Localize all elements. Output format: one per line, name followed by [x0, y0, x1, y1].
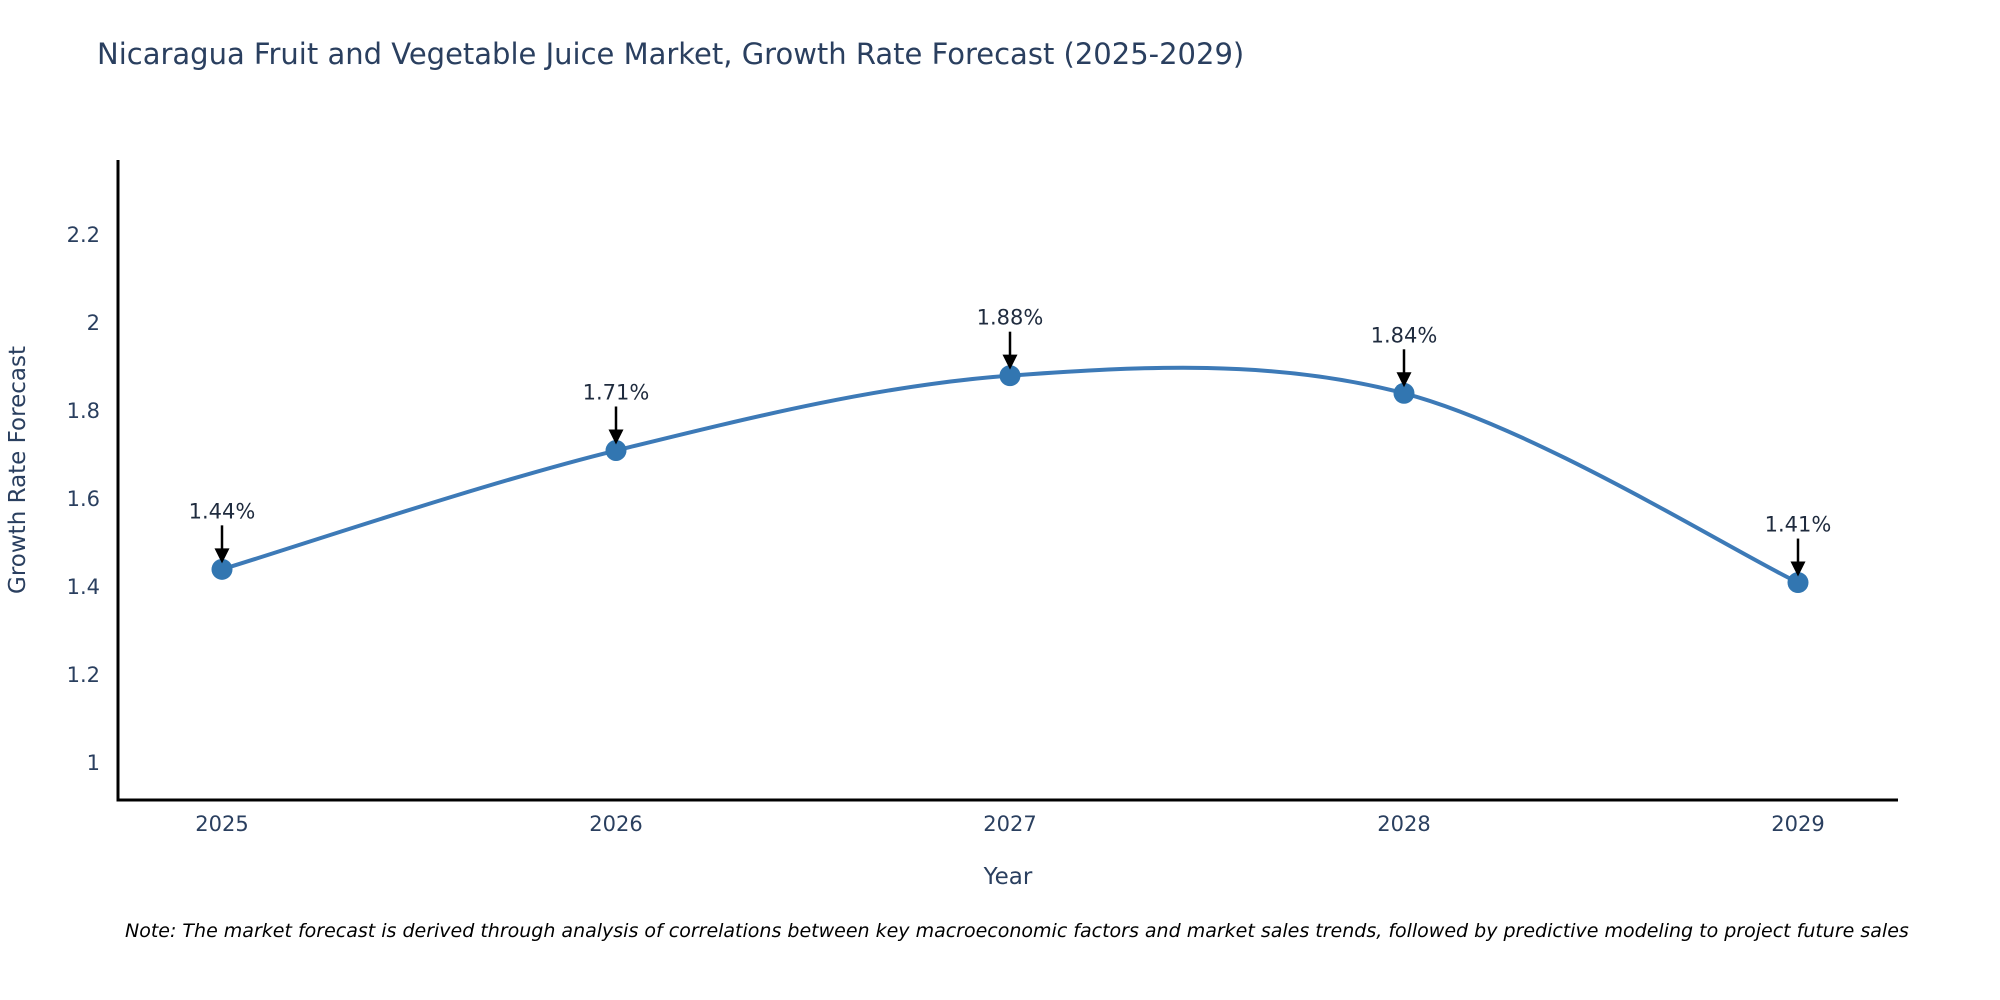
annotation-arrowhead-icon	[1002, 354, 1018, 370]
x-tick-label: 2025	[195, 812, 248, 836]
y-tick-label: 1.4	[67, 575, 100, 599]
data-point-marker[interactable]	[211, 558, 233, 580]
x-tick-label: 2027	[983, 812, 1036, 836]
point-annotation: 1.84%	[1371, 323, 1438, 347]
point-annotation: 1.71%	[583, 381, 650, 405]
y-tick-label: 1.2	[67, 663, 100, 687]
x-tick-label: 2026	[589, 812, 642, 836]
y-tick-label: 2.2	[67, 223, 100, 247]
point-annotation: 1.44%	[189, 499, 256, 523]
x-axis-title: Year	[983, 864, 1033, 890]
y-tick-label: 1	[87, 751, 100, 775]
y-tick-label: 2	[87, 311, 100, 335]
data-point-marker[interactable]	[999, 365, 1021, 387]
chart-title: Nicaragua Fruit and Vegetable Juice Mark…	[97, 37, 1245, 71]
annotation-arrowhead-icon	[1396, 372, 1412, 388]
x-tick-label: 2029	[1771, 812, 1824, 836]
y-axis-title: Growth Rate Forecast	[5, 346, 31, 594]
y-tick-label: 1.8	[67, 399, 100, 423]
data-point-marker[interactable]	[605, 440, 627, 462]
forecast-line	[221, 365, 1799, 585]
data-point-marker[interactable]	[1787, 572, 1809, 594]
point-annotation: 1.41%	[1765, 513, 1832, 537]
annotation-arrowhead-icon	[214, 548, 230, 564]
annotation-arrowhead-icon	[1790, 561, 1806, 577]
x-tick-label: 2028	[1377, 812, 1430, 836]
point-annotation: 1.88%	[977, 306, 1044, 330]
y-tick-label: 1.6	[67, 487, 100, 511]
data-point-marker[interactable]	[1393, 382, 1415, 404]
annotation-arrowhead-icon	[608, 429, 624, 445]
footnote: Note: The market forecast is derived thr…	[125, 920, 1909, 942]
